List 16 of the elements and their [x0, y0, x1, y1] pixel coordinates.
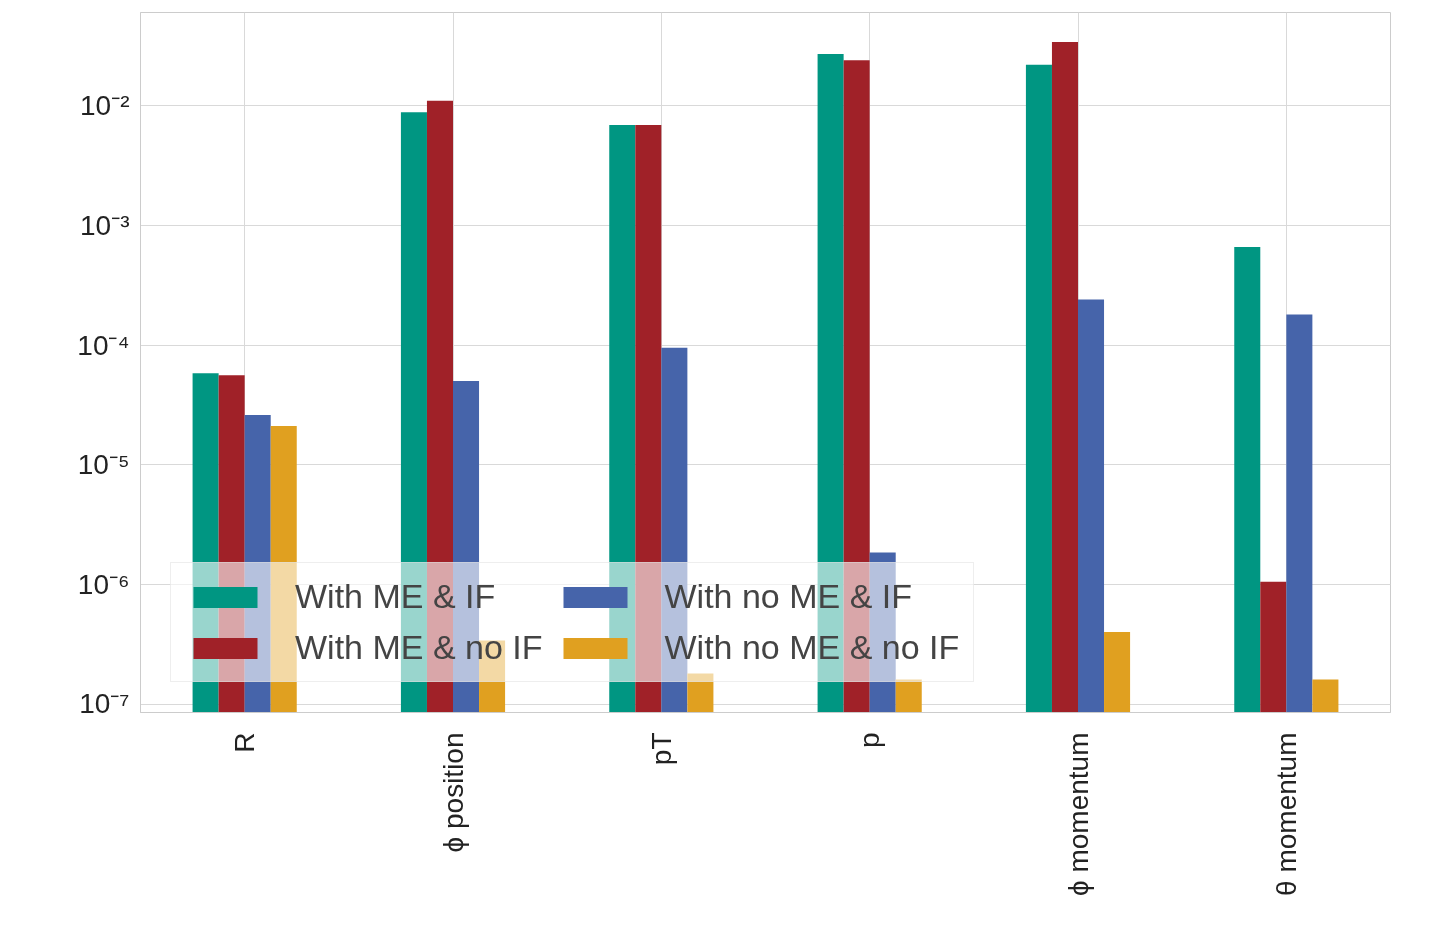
x-tick-label: θ momentum: [1270, 732, 1302, 896]
x-tick-label: R: [229, 732, 261, 753]
x-tick-label: ϕ position: [437, 732, 469, 853]
legend-label: With ME & IF: [295, 577, 496, 616]
y-tick-label: 10⁻⁷: [79, 687, 130, 719]
y-tick-label: 10⁻³: [80, 209, 130, 241]
legend-label: With no ME & no IF: [664, 628, 960, 667]
y-tick-label: 10⁻²: [80, 90, 130, 122]
x-tick-label: pT: [645, 732, 677, 766]
x-tick-label: p: [854, 732, 886, 749]
x-tick-label: ϕ momentum: [1062, 732, 1094, 896]
legend-label: With no ME & IF: [664, 577, 912, 616]
y-tick-label: 10⁻⁶: [77, 568, 130, 600]
y-tick-label: 10⁻⁴: [77, 329, 130, 361]
legend-label: With ME & no IF: [295, 628, 543, 667]
y-tick-label: 10⁻⁵: [77, 449, 130, 481]
